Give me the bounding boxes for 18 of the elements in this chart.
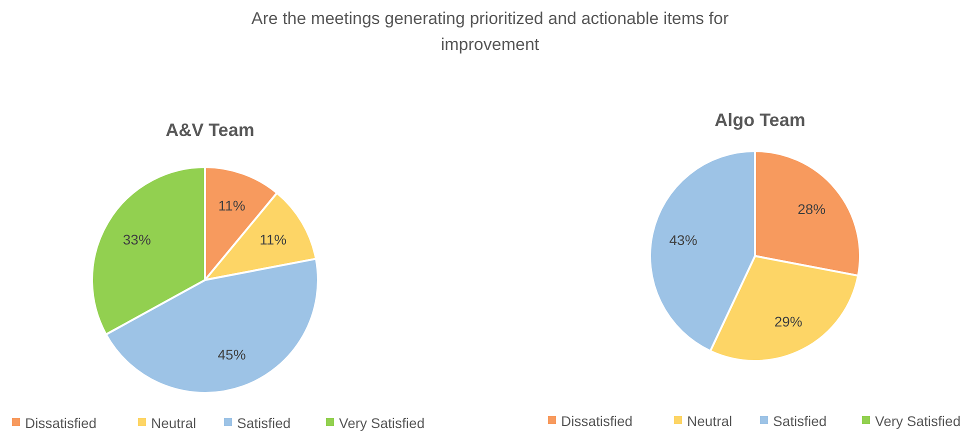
legend-label: Dissatisfied <box>561 413 633 429</box>
legend-label: Very Satisfied <box>339 415 425 431</box>
chart-title: A&V Team <box>166 120 254 140</box>
legend-label: Dissatisfied <box>25 415 97 431</box>
data-label: 45% <box>218 346 246 362</box>
legend-label: Neutral <box>151 415 196 431</box>
legend-label: Very Satisfied <box>875 413 961 429</box>
legend-label: Satisfied <box>237 415 291 431</box>
legend-label: Satisfied <box>773 413 827 429</box>
data-label: 43% <box>669 232 698 248</box>
data-label: 28% <box>798 201 826 218</box>
data-label: 11% <box>218 198 246 214</box>
data-label: 29% <box>774 313 802 330</box>
legend-label: Neutral <box>687 413 732 429</box>
text: Are the meetings generating prioritized and actionable items for improvement <box>251 9 729 54</box>
chart-title: Algo Team <box>714 110 806 130</box>
data-label: 33% <box>122 232 151 248</box>
data-label: 11% <box>260 232 287 248</box>
